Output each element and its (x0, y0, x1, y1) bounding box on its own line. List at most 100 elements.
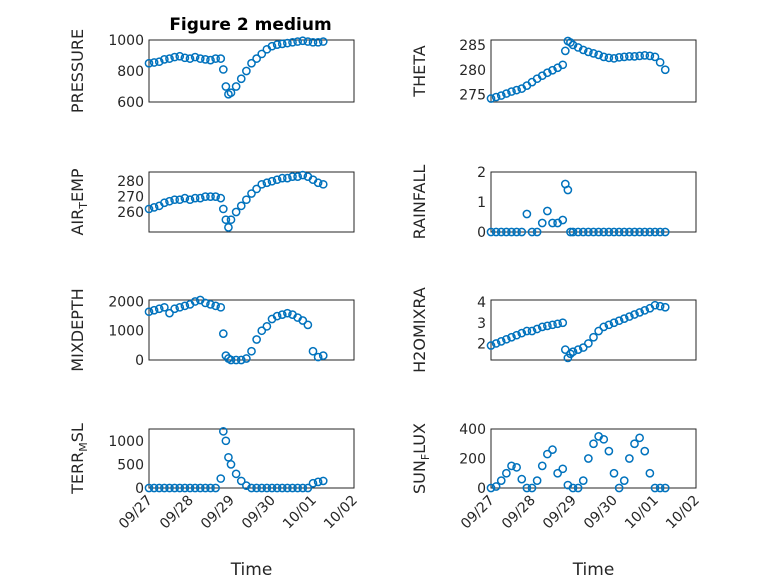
y-tick-label: 0 (135, 353, 144, 369)
data-point (170, 195, 179, 205)
data-point (149, 203, 159, 212)
subplot-6: 2 3 4 H2OMIXRA (410, 287, 697, 373)
data-point (625, 454, 634, 463)
data-point (195, 193, 205, 203)
data-point (619, 476, 629, 485)
data-point (660, 302, 670, 312)
data-point (558, 318, 568, 328)
data-point (496, 337, 506, 346)
data-point (548, 65, 557, 75)
data-point (252, 54, 261, 63)
data-point (206, 300, 215, 309)
data-point (283, 173, 292, 183)
data-point (201, 55, 210, 64)
data-point (635, 51, 644, 61)
data-point (578, 476, 588, 485)
data-point (640, 227, 650, 237)
data-point (149, 483, 159, 493)
data-point (303, 37, 313, 46)
data-point (543, 68, 552, 78)
data-point (242, 66, 251, 76)
data-point (293, 172, 302, 181)
data-point (298, 483, 308, 493)
data-point (625, 52, 634, 61)
data-point (201, 483, 210, 493)
data-point (257, 49, 267, 59)
data-point (257, 483, 267, 493)
data-point (190, 52, 200, 62)
data-point (224, 223, 233, 232)
data-point (522, 483, 532, 493)
data-point (625, 227, 634, 237)
data-point (318, 179, 328, 189)
data-point (502, 468, 511, 478)
data-point (560, 46, 570, 56)
data-point (236, 355, 246, 365)
data-point (170, 304, 179, 314)
data-point (604, 446, 614, 456)
data-point (318, 351, 328, 360)
data-point (594, 326, 603, 336)
y-tick-label: 800 (117, 64, 144, 80)
y-tick-label: 2 (477, 165, 486, 181)
data-point (293, 37, 302, 46)
data-point (247, 483, 256, 493)
data-point (502, 89, 511, 98)
data-point (558, 464, 568, 474)
y-axis-label: SUNFLUX (410, 423, 432, 494)
data-point (645, 51, 655, 61)
y-tick-label: 4 (477, 295, 486, 311)
y-tick-label: 2000 (108, 294, 144, 310)
axes-frame (148, 299, 355, 361)
data-point (486, 341, 496, 350)
data-point (522, 326, 532, 336)
y-tick-label: 3 (477, 316, 486, 332)
data-point (298, 36, 308, 46)
data-point (201, 192, 210, 201)
data-point (517, 474, 527, 484)
data-point (218, 65, 228, 74)
data-point (553, 468, 562, 478)
data-point (226, 460, 236, 469)
subplot-8: 0 200 400 SUNFLUX 09/27 09/28 09/29 09/30 10/01 1… (410, 422, 703, 580)
data-point (589, 49, 598, 58)
data-point (584, 339, 593, 348)
y-tick-label: 0 (477, 225, 486, 241)
data-point (486, 227, 496, 237)
data-point (491, 92, 501, 102)
data-point (298, 316, 308, 325)
data-point (578, 227, 588, 237)
y-tick-label: 270 (117, 190, 144, 206)
data-point (609, 54, 619, 63)
data-point (149, 58, 159, 67)
data-point (303, 483, 313, 493)
data-point (568, 40, 578, 50)
data-point (175, 483, 185, 493)
y-tick-label: 200 (459, 452, 486, 468)
data-point (288, 483, 297, 493)
data-point (650, 52, 660, 62)
data-point (614, 53, 624, 62)
data-point (272, 483, 282, 493)
data-point (267, 483, 277, 493)
x-tick-label: 09/29 (540, 493, 580, 533)
y-tick-label: 2 (477, 336, 486, 352)
data-point (655, 301, 665, 311)
data-point (599, 52, 609, 62)
data-point (502, 334, 511, 344)
data-point (211, 54, 220, 63)
data-point (578, 45, 588, 55)
axes-frame (148, 39, 355, 103)
data-point (619, 227, 629, 237)
data-point (185, 54, 195, 63)
data-point (486, 483, 496, 493)
data-point (589, 439, 598, 449)
data-point (257, 179, 267, 189)
data-point (175, 302, 185, 312)
y-axis-label: AIRTEMP (68, 168, 90, 235)
data-point (160, 198, 169, 208)
data-point (247, 58, 256, 68)
data-point (231, 469, 241, 479)
data-point (655, 227, 665, 237)
y-tick-label: 285 (459, 38, 486, 54)
